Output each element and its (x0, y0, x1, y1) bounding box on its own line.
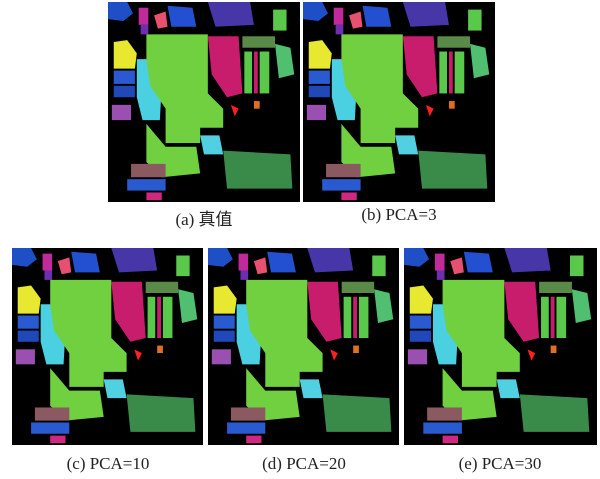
figure: (a) 真值(b) PCA=3 (c) PCA=10(d) PCA=20(e) P… (0, 0, 600, 479)
classification-map (208, 248, 399, 445)
panel-caption: (d) PCA=20 (204, 454, 404, 474)
classification-map (303, 2, 495, 202)
panel-caption: (b) PCA=3 (299, 205, 499, 225)
classification-map (12, 248, 203, 445)
panel-caption: (c) PCA=10 (8, 454, 208, 474)
panel-caption: (e) PCA=30 (400, 454, 600, 474)
classification-map (404, 248, 597, 445)
classification-map (108, 2, 300, 202)
panel-caption: (a) 真值 (104, 205, 304, 230)
